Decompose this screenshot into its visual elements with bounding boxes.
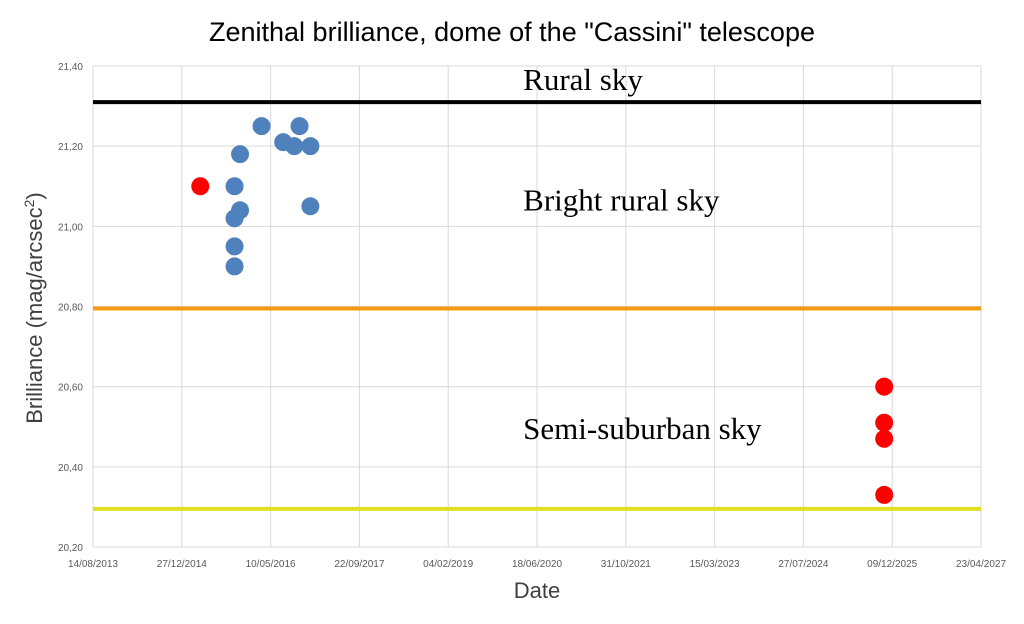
- y-tick-labels: 20,20 20,40 20,60 20,80 21,00 21,20 21,40: [58, 62, 83, 554]
- region-label: Semi-suburban sky: [523, 411, 762, 446]
- x-tick-label: 10/05/2016: [246, 559, 296, 570]
- y-tick-label: 21,00: [58, 222, 83, 233]
- data-point: [301, 197, 320, 216]
- y-tick-label: 21,20: [58, 142, 83, 153]
- chart-title: Zenithal brilliance, dome of the "Cassin…: [209, 17, 815, 47]
- y-tick-label: 20,20: [58, 543, 83, 554]
- threshold-lines: [93, 100, 981, 511]
- y-tick-label: 20,40: [58, 463, 83, 474]
- region-labels: Rural sky Bright rural sky Semi-suburban s…: [523, 62, 762, 446]
- x-tick-label: 09/12/2025: [867, 559, 917, 570]
- data-point: [252, 117, 271, 136]
- x-tick-label: 27/07/2024: [778, 559, 828, 570]
- data-point: [231, 145, 250, 164]
- y-tick-label: 21,40: [58, 62, 83, 73]
- x-tick-labels: 14/08/2013 27/12/2014 10/05/2016 22/09/2017…: [68, 559, 1006, 570]
- y-tick-label: 20,60: [58, 383, 83, 394]
- y-tick-label: 20,80: [58, 303, 83, 314]
- data-point: [225, 237, 244, 256]
- x-tick-label: 18/06/2020: [512, 559, 562, 570]
- data-points: [191, 117, 894, 504]
- data-point: [285, 137, 304, 156]
- data-point: [301, 137, 320, 156]
- data-point: [875, 377, 894, 396]
- y-axis-title-sup: 2: [21, 199, 37, 207]
- y-axis-title-main: Brilliance (mag/arcsec: [22, 207, 47, 423]
- grid: [92, 65, 982, 548]
- x-tick-label: 22/09/2017: [334, 559, 384, 570]
- data-point: [231, 201, 250, 220]
- data-point: [875, 429, 894, 448]
- data-point: [225, 177, 244, 196]
- x-tick-label: 14/08/2013: [68, 559, 118, 570]
- y-axis-title: Brilliance (mag/arcsec2): [21, 192, 47, 424]
- x-tick-label: 31/10/2021: [601, 559, 651, 570]
- data-point: [875, 413, 894, 432]
- x-tick-label: 15/03/2023: [690, 559, 740, 570]
- x-tick-label: 23/04/2027: [956, 559, 1006, 570]
- data-point: [875, 485, 894, 504]
- x-axis-title: Date: [514, 578, 560, 603]
- data-point: [290, 117, 309, 136]
- region-label: Bright rural sky: [523, 182, 720, 217]
- x-tick-label: 04/02/2019: [423, 559, 473, 570]
- data-point: [191, 177, 210, 196]
- data-point: [225, 257, 244, 276]
- y-axis-title-end: ): [22, 192, 47, 199]
- region-label: Rural sky: [523, 62, 643, 97]
- x-tick-label: 27/12/2014: [157, 559, 207, 570]
